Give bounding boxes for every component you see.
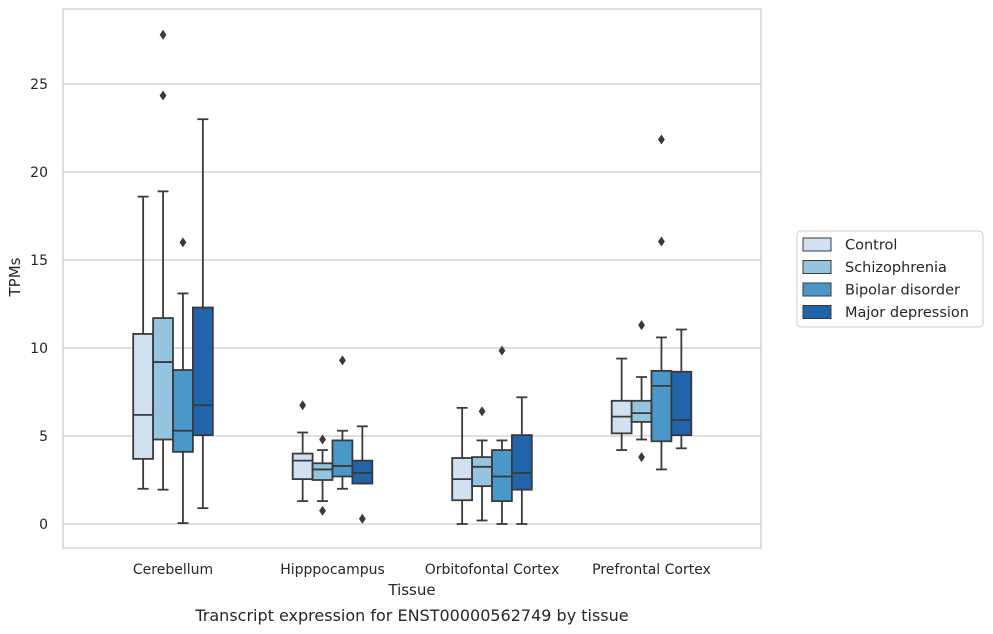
- box-iqr: [630, 399, 653, 423]
- outlier-marker: [159, 29, 167, 40]
- outlier-marker: [159, 90, 167, 101]
- outlier-marker: [299, 400, 307, 411]
- box-bipolar-disorder: [491, 345, 513, 525]
- box-iqr: [132, 333, 154, 460]
- legend-label: Schizophrenia: [845, 260, 947, 276]
- box-schizophrenia: [630, 320, 653, 463]
- box-iqr: [670, 370, 693, 437]
- box-schizophrenia: [311, 434, 334, 516]
- legend-label: Major depression: [845, 305, 969, 321]
- x-tick-label: Hipppocampus: [280, 562, 385, 578]
- box-control: [132, 195, 154, 490]
- outlier-marker: [638, 320, 645, 331]
- gridlines: [63, 83, 761, 525]
- boxes: [132, 29, 693, 525]
- x-tick-label: Orbitofontal Cortex: [425, 562, 560, 578]
- legend-swatch: [802, 260, 832, 274]
- y-tick-label: 25: [30, 77, 48, 93]
- y-tick-label: 20: [30, 165, 48, 181]
- x-tick-labels: Cerebellum Hipppocampus Orbitofontal Corte…: [133, 562, 711, 578]
- x-tick-label: Prefrontal Cortex: [592, 562, 711, 578]
- box-iqr: [291, 452, 314, 481]
- outlier-marker: [658, 236, 665, 247]
- box-iqr: [510, 434, 533, 491]
- outlier-marker: [658, 134, 665, 145]
- outlier-marker: [319, 434, 326, 445]
- outlier-marker: [179, 237, 187, 248]
- legend-label: Control: [845, 238, 897, 254]
- chart-caption: Transcript expression for ENST0000056274…: [194, 606, 628, 625]
- legend-swatch: [802, 237, 832, 252]
- box-major-depression: [191, 118, 214, 510]
- plot-frame: [62, 8, 762, 549]
- box-bipolar-disorder: [331, 355, 354, 490]
- box-schizophrenia: [152, 29, 174, 491]
- legend-label: Bipolar disorder: [845, 283, 960, 299]
- x-tick-label: Cerebellum: [133, 562, 213, 578]
- legend: Control Schizophrenia Bipolar disorder Majo…: [796, 230, 984, 328]
- outlier-marker: [358, 513, 366, 524]
- outlier-marker: [478, 406, 486, 417]
- box-iqr: [650, 369, 673, 443]
- box-iqr: [331, 439, 354, 478]
- y-axis-label: TPMs: [6, 257, 24, 297]
- outlier-marker: [319, 505, 326, 516]
- box-major-depression: [670, 328, 693, 450]
- box-bipolar-disorder: [650, 134, 673, 471]
- box-iqr: [191, 306, 214, 437]
- y-tick-label: 0: [39, 517, 48, 533]
- x-axis-label: Tissue: [387, 581, 435, 599]
- box-control: [291, 400, 314, 503]
- box-bipolar-disorder: [172, 237, 194, 525]
- legend-swatch: [802, 305, 832, 319]
- box-iqr: [471, 456, 493, 488]
- legend-frame: [796, 230, 984, 328]
- box-iqr: [172, 369, 194, 453]
- box-iqr: [152, 317, 174, 441]
- box-control: [451, 406, 474, 525]
- outlier-marker: [339, 355, 346, 366]
- y-tick-labels: 0 5 10 15 20 25: [30, 77, 48, 533]
- box-major-depression: [351, 425, 374, 524]
- y-tick-label: 15: [30, 253, 48, 269]
- box-major-depression: [510, 396, 533, 525]
- legend-swatch: [802, 282, 832, 297]
- y-tick-label: 5: [39, 429, 48, 445]
- box-schizophrenia: [471, 406, 493, 522]
- outlier-marker: [638, 452, 645, 463]
- outlier-marker: [498, 345, 506, 356]
- box-iqr: [311, 462, 334, 481]
- y-tick-label: 10: [30, 341, 48, 357]
